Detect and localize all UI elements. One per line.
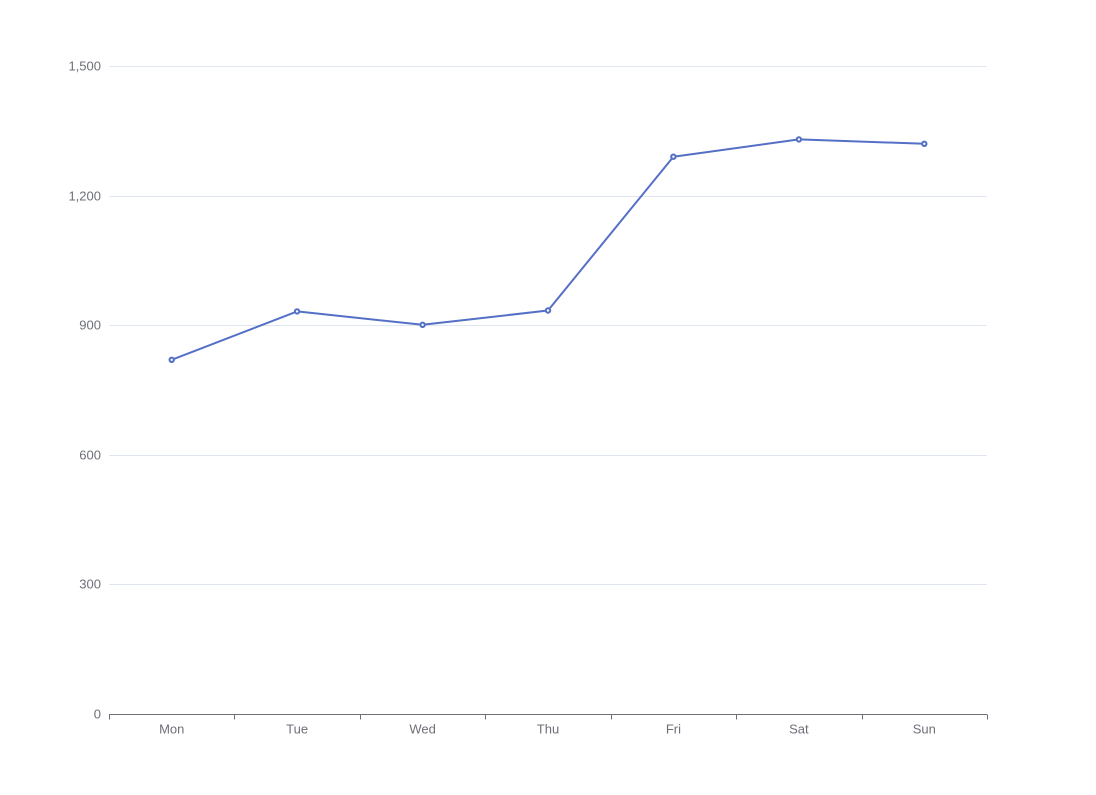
x-axis: Mon Tue Wed Thu Fri Sat Sun [109,714,988,737]
y-axis: 0 300 600 900 1,200 1,500 [68,59,101,722]
y-tick-label: 0 [94,707,101,722]
y-tick-label: 1,500 [68,59,101,74]
y-tick-label: 1,200 [68,189,101,204]
x-tick-label: Mon [159,722,184,737]
x-tick-label: Sun [913,722,936,737]
x-tick-label: Wed [409,722,436,737]
x-tick-label: Sat [789,722,809,737]
grid-lines [109,66,987,585]
data-point-sat[interactable] [795,136,803,143]
y-tick-label: 600 [79,448,101,463]
x-tick-label: Tue [286,722,308,737]
data-point-thu[interactable] [544,307,552,314]
series-line-0 [171,138,925,361]
series-layer [168,136,928,363]
data-point-sun[interactable] [921,140,928,148]
y-tick-label: 900 [79,318,101,333]
x-tick-label: Fri [666,722,681,737]
data-point-fri[interactable] [670,153,677,160]
data-point-tue[interactable] [293,308,301,315]
y-tick-label: 300 [79,577,101,592]
data-point-mon[interactable] [168,356,175,363]
data-point-wed[interactable] [419,321,426,328]
x-tick-label: Thu [537,722,559,737]
